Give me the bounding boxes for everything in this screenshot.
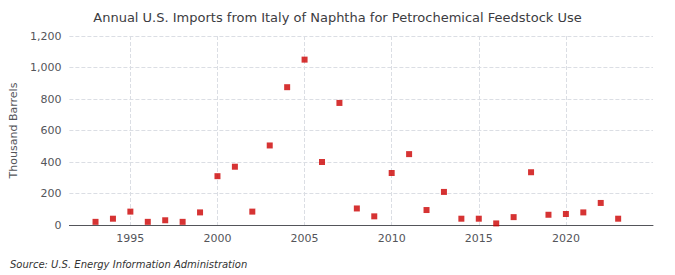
svg-text:2015: 2015 (465, 232, 493, 245)
svg-text:1,200: 1,200 (30, 30, 62, 43)
svg-text:200: 200 (40, 187, 61, 200)
svg-text:600: 600 (40, 124, 61, 137)
svg-text:800: 800 (40, 93, 61, 106)
svg-text:Annual U.S. Imports from Italy: Annual U.S. Imports from Italy of Naphth… (93, 10, 581, 25)
svg-text:1995: 1995 (116, 232, 144, 245)
svg-text:2020: 2020 (552, 232, 580, 245)
svg-text:Source: U.S. Energy Informatio: Source: U.S. Energy Information Administ… (10, 259, 247, 270)
svg-text:1,000: 1,000 (30, 61, 62, 74)
svg-text:Thousand Barrels: Thousand Barrels (7, 82, 20, 179)
svg-text:2005: 2005 (291, 232, 319, 245)
svg-text:2000: 2000 (203, 232, 231, 245)
svg-text:400: 400 (40, 156, 61, 169)
svg-text:2010: 2010 (378, 232, 406, 245)
svg-text:0: 0 (54, 219, 61, 232)
